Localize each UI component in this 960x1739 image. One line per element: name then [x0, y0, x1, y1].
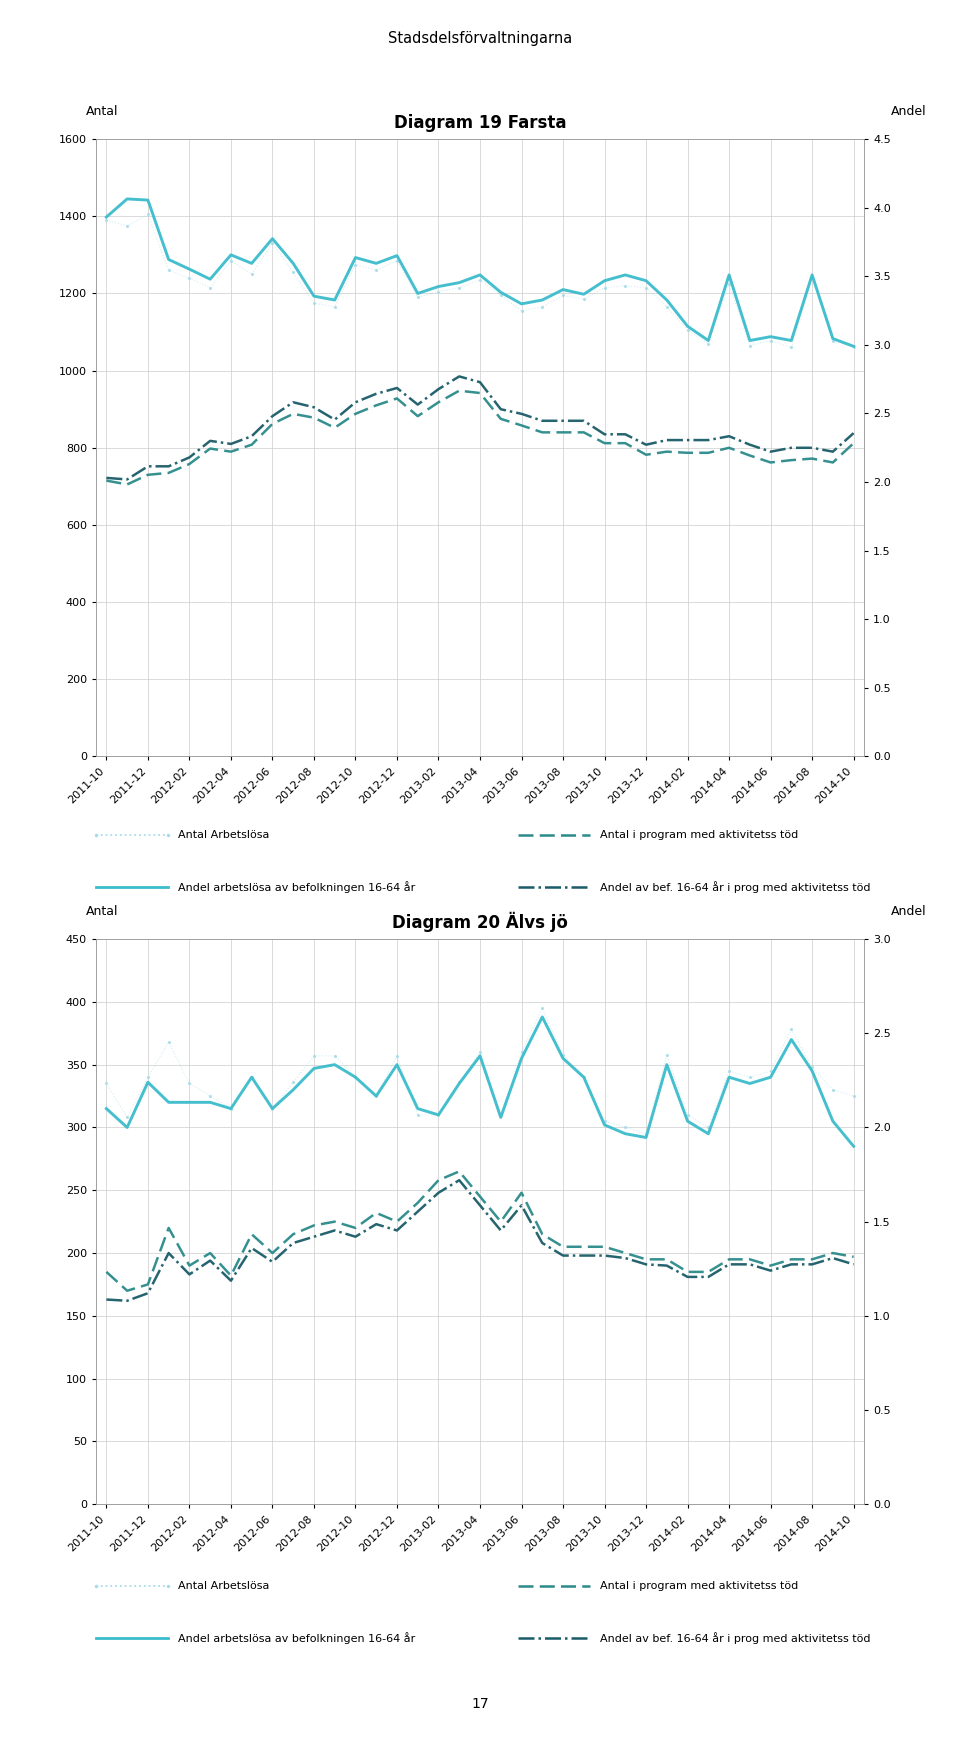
Title: Diagram 20 Älvs jö: Diagram 20 Älvs jö [392, 911, 568, 932]
Text: Andel arbetslösa av befolkningen 16-64 år: Andel arbetslösa av befolkningen 16-64 å… [178, 882, 415, 892]
Text: Antal i program med aktivitetss töd: Antal i program med aktivitetss töd [600, 1581, 799, 1591]
Text: Stadsdelsförvaltningarna: Stadsdelsförvaltningarna [388, 31, 572, 47]
Text: Andel av bef. 16-64 år i prog med aktivitetss töd: Andel av bef. 16-64 år i prog med aktivi… [600, 882, 871, 892]
Text: Antal: Antal [86, 906, 119, 918]
Text: Andel: Andel [891, 906, 926, 918]
Text: Andel arbetslösa av befolkningen 16-64 år: Andel arbetslösa av befolkningen 16-64 å… [178, 1633, 415, 1643]
Title: Diagram 19 Farsta: Diagram 19 Farsta [394, 115, 566, 132]
Text: Andel: Andel [891, 106, 926, 118]
Text: Andel av bef. 16-64 år i prog med aktivitetss töd: Andel av bef. 16-64 år i prog med aktivi… [600, 1633, 871, 1643]
Text: Antal Arbetslösa: Antal Arbetslösa [178, 1581, 269, 1591]
Text: 17: 17 [471, 1697, 489, 1711]
Text: Antal Arbetslösa: Antal Arbetslösa [178, 830, 269, 840]
Text: Antal: Antal [86, 106, 119, 118]
Text: Antal i program med aktivitetss töd: Antal i program med aktivitetss töd [600, 830, 799, 840]
